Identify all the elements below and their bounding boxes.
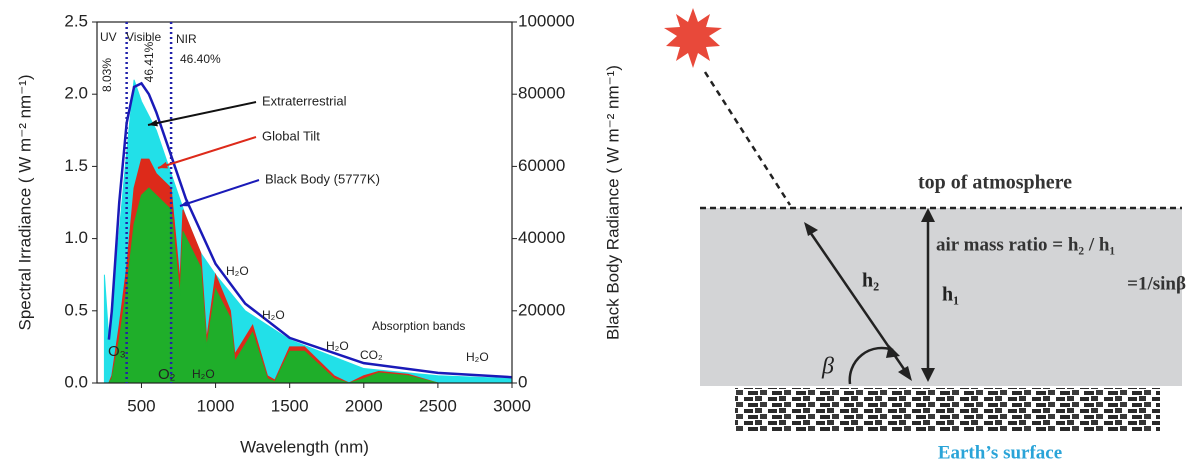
ratio-label: air mass ratio = h₂ / h₁: [936, 234, 1115, 255]
chart: 500 1000 1500 2000 2500 3000 0.0 0.5 1.0 1.5 2.0 2.…: [15, 11, 622, 456]
surface-label: Earth’s surface: [938, 442, 1062, 463]
series-label: Extraterrestrial: [262, 93, 347, 108]
y2-tick-label: 0: [518, 372, 527, 391]
annotation: UV: [100, 30, 117, 44]
annotation: H₂O: [262, 308, 285, 322]
y-tick-label: 0.0: [64, 372, 88, 391]
annotation-arrow: [148, 102, 256, 125]
y2-tick-label: 60000: [518, 156, 565, 175]
annotation: 46.40%: [180, 52, 221, 66]
x-tick-label: 2000: [345, 396, 383, 415]
x-tick-label: 3000: [493, 396, 531, 415]
annotation: O₃: [108, 343, 126, 360]
annotation: NIR: [176, 32, 197, 46]
annotation: H₂O: [326, 339, 349, 353]
sun-ray: [705, 72, 790, 205]
x-axis-label: Wavelength (nm): [240, 437, 369, 456]
formula-label: =1/sinβ: [1127, 273, 1186, 294]
air-mass-diagram: top of atmosphere air mass ratio = h₂ / …: [664, 8, 1186, 463]
y-axis-label: Spectral Irradiance ( W m⁻² nm⁻¹): [15, 75, 34, 331]
series-label: Global Tilt: [262, 128, 320, 143]
annotation: 46.41%: [142, 41, 156, 82]
earth-surface: [735, 388, 1160, 432]
h2-label: h₂: [862, 270, 879, 292]
annotation-arrow: [180, 180, 259, 206]
sun: [664, 8, 722, 68]
annotation: H₂O: [192, 367, 215, 381]
y2-tick-label: 100000: [518, 11, 575, 30]
x-tick-label: 500: [127, 396, 155, 415]
x-tick-label: 1000: [197, 396, 235, 415]
annotation-arrow: [158, 137, 256, 168]
angle-label: β: [821, 354, 834, 380]
series-label: Black Body (5777K): [265, 171, 380, 186]
y-tick-label: 2.5: [64, 11, 88, 30]
y-tick-label: 1.0: [64, 228, 88, 247]
y-tick-label: 1.5: [64, 156, 88, 175]
h1-label: h₁: [942, 284, 959, 306]
annotation: O₂: [158, 366, 176, 383]
figure: 500 1000 1500 2000 2500 3000 0.0 0.5 1.0 1.5 2.0 2.…: [0, 0, 1194, 468]
y-tick-label: 2.0: [64, 84, 88, 103]
annotation: H₂O: [466, 350, 489, 364]
y2-tick-label: 40000: [518, 228, 565, 247]
y2-axis-label: Black Body Radiance ( W m⁻² nm⁻¹): [603, 65, 622, 340]
y-tick-label: 0.5: [64, 300, 88, 319]
x-tick-label: 1500: [271, 396, 309, 415]
annotation: H₂O: [226, 264, 249, 278]
annotation: Absorption bands: [372, 319, 465, 333]
top-label: top of atmosphere: [918, 172, 1072, 194]
y2-tick-label: 20000: [518, 300, 565, 319]
x-tick-label: 2500: [419, 396, 457, 415]
annotation: 8.03%: [100, 58, 114, 92]
y2-tick-label: 80000: [518, 84, 565, 103]
annotation: CO₂: [360, 348, 383, 362]
